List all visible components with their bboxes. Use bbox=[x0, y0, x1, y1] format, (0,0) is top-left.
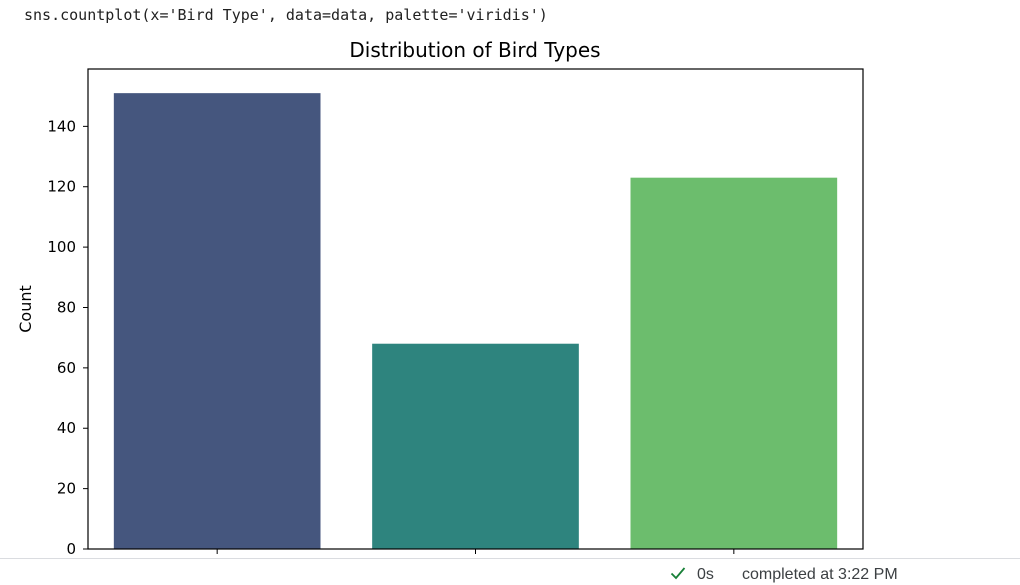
bar-2 bbox=[630, 177, 838, 549]
y-axis-label: Count bbox=[16, 285, 35, 333]
execution-duration: 0s bbox=[697, 566, 714, 583]
bar-1 bbox=[372, 343, 579, 549]
bar-0 bbox=[113, 93, 321, 549]
y-tick-label-4: 80 bbox=[57, 298, 76, 316]
bar-chart: Distribution of Bird Types 0 20 40 60 80 100 1… bbox=[16, 38, 864, 558]
chart-title: Distribution of Bird Types bbox=[349, 38, 600, 62]
plot-frame bbox=[87, 68, 864, 550]
y-tick-label-7: 140 bbox=[47, 117, 76, 135]
cell-status-bar: 0s completed at 3:22 PM bbox=[0, 558, 1020, 585]
y-tick-label-2: 40 bbox=[57, 419, 76, 437]
completed-timestamp: completed at 3:22 PM bbox=[742, 566, 898, 583]
check-icon bbox=[670, 567, 686, 580]
y-tick-label-5: 100 bbox=[47, 238, 76, 256]
y-tick-label-0: 0 bbox=[66, 540, 76, 558]
code-cell-source[interactable]: sns.countplot(x='Bird Type', data=data, … bbox=[24, 6, 548, 24]
y-tick-label-1: 20 bbox=[57, 480, 76, 498]
y-tick-label-6: 120 bbox=[47, 178, 76, 196]
y-tick-label-3: 60 bbox=[57, 359, 76, 377]
